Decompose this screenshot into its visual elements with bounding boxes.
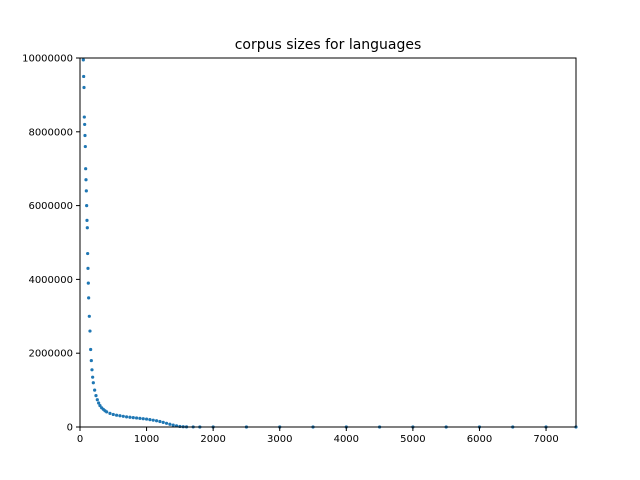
data-point [85,218,89,222]
y-tick-label: 6000000 [28,201,73,212]
chart-title: corpus sizes for languages [235,37,422,53]
y-tick-label: 0 [67,423,73,434]
data-point [91,375,95,379]
data-point [81,58,85,62]
data-point [82,115,86,119]
y-tick-label: 2000000 [28,349,73,360]
data-point [121,414,125,418]
data-point [83,144,87,149]
data-point [161,420,165,424]
data-point [93,388,97,392]
y-tick-label: 4000000 [28,275,73,286]
data-point [90,368,94,372]
data-point [95,398,99,402]
data-point [98,403,102,408]
data-point [115,413,119,417]
y-tick-label: 10000000 [22,54,73,65]
x-tick-label: 5000 [400,434,425,445]
x-tick-label: 4000 [334,434,359,445]
x-tick-label: 6000 [467,434,492,445]
data-point [125,415,129,419]
data-point [158,419,162,424]
data-point [151,418,155,422]
data-point [82,85,86,90]
data-point [85,226,89,230]
data-point [87,314,91,318]
x-tick-label: 1000 [134,434,159,445]
data-point [171,423,175,427]
plot-frame [79,57,577,428]
data-point [144,417,149,421]
data-point [88,329,92,333]
data-point [168,422,172,426]
data-point [82,74,86,79]
data-point [83,122,87,127]
data-point [84,189,88,193]
data-point [87,296,91,300]
data-point [111,412,115,417]
data-point [84,167,88,171]
data-point [141,417,145,421]
data-point [118,414,122,418]
data-point [85,204,89,208]
data-point [89,347,93,352]
x-axis: 0 1000 2000 3000 4000 5000 6000 7000 [77,427,559,445]
data-point [84,178,88,182]
data-point [86,266,90,270]
data-point [83,133,87,138]
x-tick-label: 2000 [200,434,225,445]
data-point [108,411,112,415]
data-point [97,401,101,405]
data-point [164,421,169,425]
x-tick-label: 3000 [267,434,292,445]
data-point [91,381,95,385]
y-tick-label: 8000000 [28,127,73,138]
data-point [128,415,132,419]
data-point [105,410,109,414]
data-point [86,251,90,256]
data-point [131,415,135,420]
scatter-points [81,58,578,429]
data-point [134,416,139,420]
data-point [89,358,93,363]
data-point [94,394,98,398]
x-tick-label: 7000 [533,434,558,445]
data-point [148,418,152,422]
data-point [86,281,90,285]
data-point [154,419,159,423]
y-axis: 0 2000000 4000000 6000000 8000000 10000000 [22,54,80,434]
data-point [138,416,142,420]
data-point [178,424,182,429]
x-tick-label: 0 [77,434,83,445]
